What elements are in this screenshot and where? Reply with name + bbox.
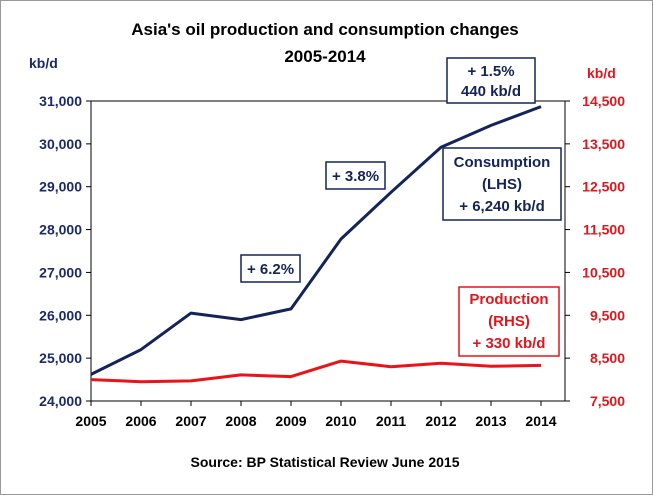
consumption-line bbox=[90, 105, 542, 376]
left-tick-label: 24,000 bbox=[39, 393, 82, 409]
svg-text:+ 6.2%: + 6.2% bbox=[247, 261, 294, 278]
consumption-label-box: Consumption (LHS) + 6,240 kb/d bbox=[442, 147, 562, 221]
left-axis-unit: kb/d bbox=[29, 55, 58, 71]
right-tick-label: 12,500 bbox=[582, 179, 625, 195]
svg-text:+ 330 kb/d: + 330 kb/d bbox=[473, 335, 546, 352]
svg-text:440 kb/d: 440 kb/d bbox=[461, 83, 521, 100]
left-tick-label: 25,000 bbox=[39, 350, 82, 366]
right-axis-unit: kb/d bbox=[587, 65, 616, 81]
right-tick-label: 9,500 bbox=[590, 307, 625, 323]
right-tick-label: 7,500 bbox=[590, 393, 625, 409]
annotation-growth-2009-2011: + 3.8% bbox=[325, 161, 386, 190]
left-axis-ticks: 24,000 25,000 26,000 27,000 28,000 29,000 30,0… bbox=[39, 93, 91, 409]
svg-text:Production: Production bbox=[469, 291, 548, 308]
chart-title-line1: Asia's oil production and consumption ch… bbox=[131, 20, 519, 39]
left-tick-label: 31,000 bbox=[39, 93, 82, 109]
x-tick-label: 2007 bbox=[175, 413, 206, 429]
x-tick-label: 2014 bbox=[525, 413, 556, 429]
x-tick-label: 2009 bbox=[275, 413, 306, 429]
svg-text:(RHS): (RHS) bbox=[488, 313, 530, 330]
x-axis-ticks: 2005 2006 2007 2008 2009 2010 2011 2012 2013 2014 bbox=[75, 401, 557, 429]
left-tick-label: 27,000 bbox=[39, 264, 82, 280]
right-tick-label: 8,500 bbox=[590, 350, 625, 366]
x-tick-label: 2011 bbox=[376, 413, 407, 429]
right-tick-label: 14,500 bbox=[582, 93, 625, 109]
svg-text:+ 6,240 kb/d: + 6,240 kb/d bbox=[459, 198, 544, 215]
left-tick-label: 30,000 bbox=[39, 136, 82, 152]
production-label-box: Production (RHS) + 330 kb/d bbox=[458, 286, 560, 357]
svg-text:+ 3.8%: + 3.8% bbox=[332, 168, 379, 185]
plot-area bbox=[90, 100, 566, 402]
production-line bbox=[90, 359, 542, 384]
svg-text:(LHS): (LHS) bbox=[482, 176, 522, 193]
x-tick-label: 2013 bbox=[475, 413, 506, 429]
x-tick-label: 2005 bbox=[75, 413, 106, 429]
svg-text:+ 1.5%: + 1.5% bbox=[467, 63, 514, 80]
x-tick-label: 2008 bbox=[225, 413, 256, 429]
left-tick-label: 28,000 bbox=[39, 222, 82, 238]
right-tick-label: 13,500 bbox=[582, 136, 625, 152]
x-tick-label: 2010 bbox=[325, 413, 356, 429]
source-note: Source: BP Statistical Review June 2015 bbox=[191, 454, 460, 470]
chart-title-line2: 2005-2014 bbox=[284, 47, 366, 66]
annotation-growth-recent: + 1.5% 440 kb/d bbox=[446, 57, 536, 104]
svg-text:Consumption: Consumption bbox=[454, 154, 551, 171]
x-tick-label: 2012 bbox=[425, 413, 456, 429]
left-tick-label: 26,000 bbox=[39, 307, 82, 323]
right-tick-label: 11,500 bbox=[583, 222, 625, 238]
right-tick-label: 10,500 bbox=[582, 264, 625, 280]
annotation-growth-2005-2007: + 6.2% bbox=[240, 254, 301, 283]
x-tick-label: 2006 bbox=[125, 413, 156, 429]
right-axis-ticks: 7,500 8,500 9,500 10,500 11,500 12,500 13,500 1… bbox=[565, 93, 625, 409]
left-tick-label: 29,000 bbox=[39, 179, 82, 195]
